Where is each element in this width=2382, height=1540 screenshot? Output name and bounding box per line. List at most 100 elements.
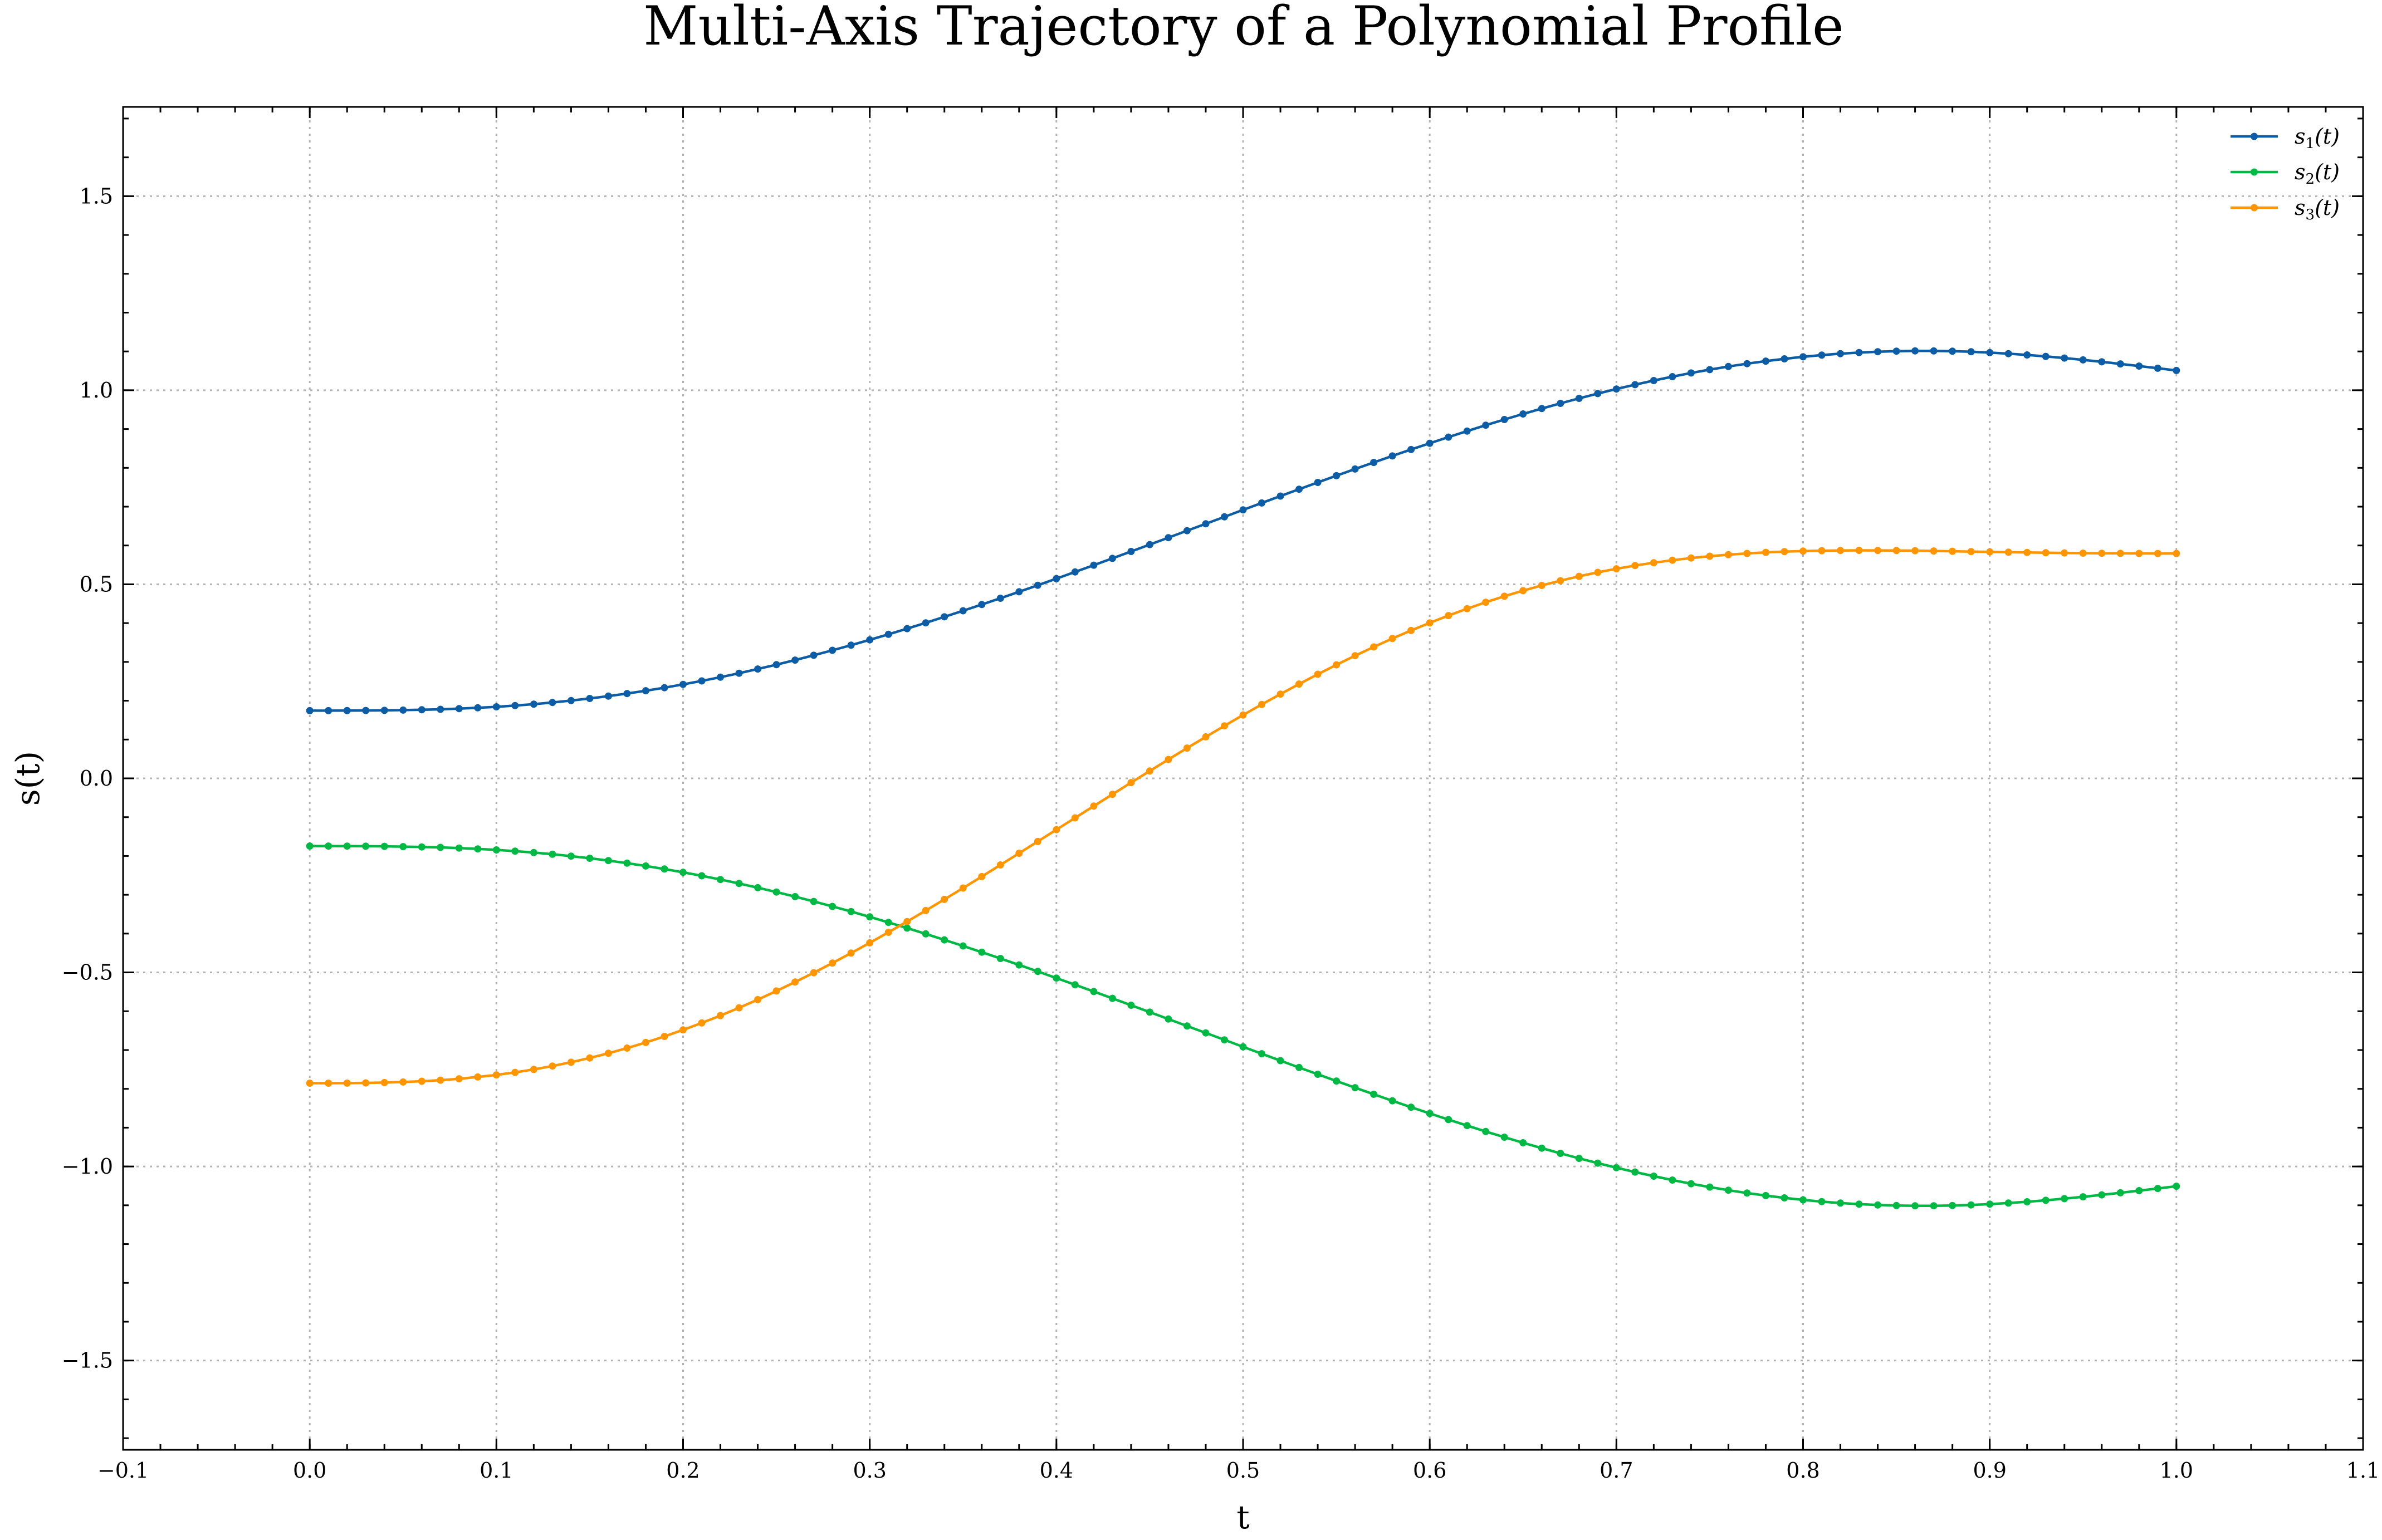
data-point <box>1239 506 1247 514</box>
data-point <box>1818 351 1826 359</box>
data-point <box>306 1080 314 1087</box>
data-point <box>1911 1202 1919 1210</box>
data-point <box>1612 1164 1620 1171</box>
data-point <box>1743 1189 1751 1197</box>
legend-label-subscript: 2 <box>2306 171 2315 188</box>
data-point <box>1538 405 1545 413</box>
data-point <box>772 661 780 669</box>
data-point <box>1818 547 1826 555</box>
data-point <box>399 1078 407 1086</box>
data-point <box>903 918 911 925</box>
x-tick-label: 0.1 <box>480 1458 513 1483</box>
data-point <box>530 1066 537 1073</box>
data-point <box>1108 555 1116 562</box>
data-point <box>437 705 444 713</box>
data-point <box>380 842 388 850</box>
data-point <box>1743 550 1751 557</box>
data-point <box>1631 1168 1639 1176</box>
legend-label: s3(t) <box>2295 195 2340 223</box>
data-point <box>1799 1196 1807 1204</box>
y-tick-label: 1.0 <box>80 378 113 403</box>
data-point <box>791 892 799 900</box>
data-point <box>1146 767 1153 775</box>
data-point <box>2079 356 2087 364</box>
data-point <box>829 646 837 654</box>
data-point <box>474 1073 482 1081</box>
y-tick-label: −1.0 <box>62 1154 113 1179</box>
data-point <box>1967 1201 1975 1209</box>
series-3 <box>306 547 2180 1087</box>
legend-swatch-marker <box>2251 133 2258 140</box>
data-point <box>343 842 351 850</box>
data-point <box>1463 1122 1471 1130</box>
data-point <box>1855 349 1863 356</box>
data-point <box>847 908 855 915</box>
data-point <box>959 884 967 892</box>
x-tick-label: 1.1 <box>2346 1458 2380 1483</box>
data-point <box>1388 635 1396 643</box>
data-point <box>2173 366 2180 374</box>
data-point <box>1874 1201 1882 1209</box>
data-point <box>1781 1194 1788 1201</box>
data-point <box>1258 700 1265 708</box>
data-point <box>884 929 892 936</box>
data-point <box>1724 551 1732 558</box>
data-point <box>604 1049 612 1057</box>
data-point <box>1892 547 1900 555</box>
data-point <box>1071 981 1079 989</box>
data-point <box>791 656 799 664</box>
data-point <box>2061 354 2068 362</box>
data-point <box>1276 492 1284 500</box>
x-axis-label: t <box>1236 1498 1249 1536</box>
data-point <box>2154 1185 2161 1193</box>
data-point <box>474 704 482 712</box>
data-point <box>847 949 855 957</box>
data-point <box>903 625 911 632</box>
data-point <box>1687 554 1695 562</box>
data-point <box>717 673 724 681</box>
legend-label-subscript: 3 <box>2306 207 2315 223</box>
data-point <box>2004 1199 2012 1207</box>
data-point <box>2079 1193 2087 1201</box>
data-point <box>866 913 874 921</box>
data-point <box>492 1071 500 1079</box>
x-tick-label: 0.7 <box>1600 1458 1633 1483</box>
data-point <box>754 884 762 891</box>
data-point <box>884 630 892 638</box>
data-point <box>1071 568 1079 576</box>
data-point <box>1090 802 1098 810</box>
data-point <box>1911 547 1919 555</box>
data-point <box>1650 377 1657 384</box>
y-tick-label: 0.5 <box>80 572 113 596</box>
data-point <box>698 1019 706 1027</box>
data-point <box>1426 1110 1434 1117</box>
data-point <box>530 849 537 856</box>
data-point <box>567 1058 575 1066</box>
data-point <box>1146 541 1153 548</box>
tick-labels: −0.1 0.0 0.1 0.2 0.3 0.4 0.5 0.6 0.7 0.8 0.9 1.0 1.1… <box>62 184 2380 1483</box>
data-point <box>1482 599 1490 606</box>
data-point <box>1426 619 1434 627</box>
data-point <box>474 845 482 853</box>
data-point <box>847 641 855 649</box>
data-point <box>1071 814 1079 822</box>
data-point <box>1295 485 1303 493</box>
data-point <box>1351 465 1359 473</box>
data-point <box>1519 410 1527 418</box>
data-point <box>1053 575 1060 582</box>
data-point <box>1127 1002 1135 1009</box>
data-point <box>1258 499 1265 507</box>
data-point <box>1015 850 1023 857</box>
y-tick-label: 1.5 <box>80 184 113 208</box>
data-point <box>754 665 762 673</box>
data-point <box>1519 587 1527 595</box>
legend-swatch-marker <box>2251 204 2258 212</box>
data-point <box>1258 1050 1265 1058</box>
data-point <box>1724 362 1732 370</box>
data-point <box>1015 961 1023 969</box>
data-point <box>941 613 948 621</box>
data-point <box>978 948 986 956</box>
data-point <box>1482 1127 1490 1135</box>
